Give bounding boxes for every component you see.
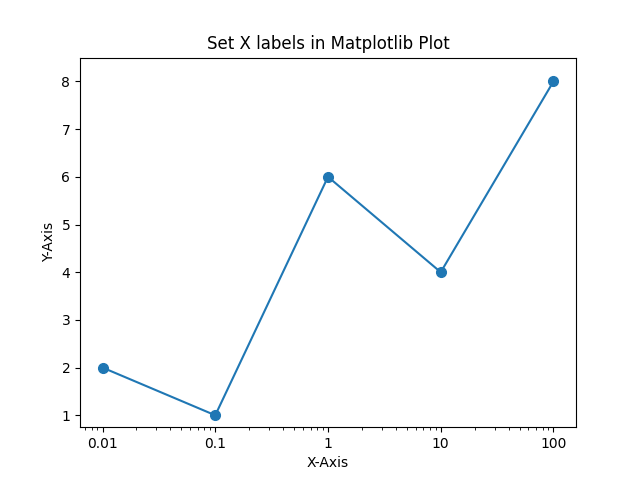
Y-axis label: Y-Axis: Y-Axis <box>42 222 56 263</box>
X-axis label: X-Axis: X-Axis <box>307 456 349 470</box>
Title: Set X labels in Matplotlib Plot: Set X labels in Matplotlib Plot <box>207 35 449 53</box>
